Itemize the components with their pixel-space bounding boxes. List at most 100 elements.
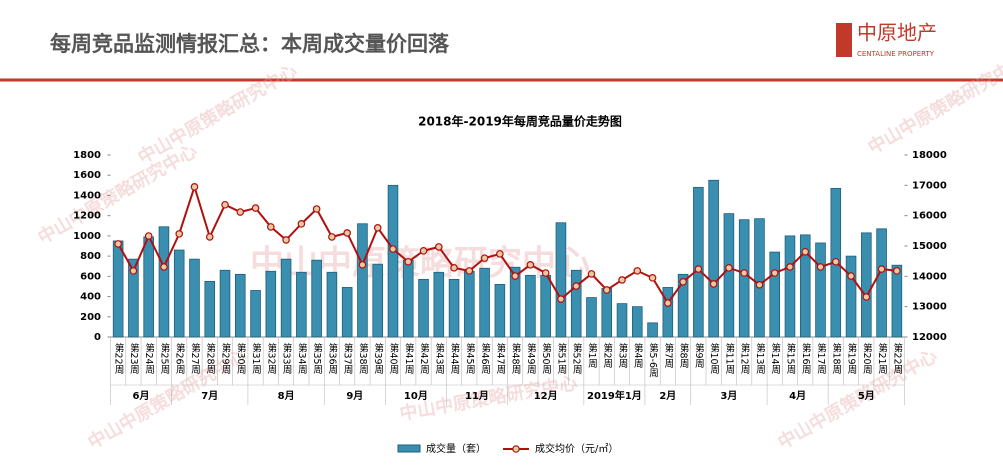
price-point xyxy=(557,295,565,303)
month-label: 3月 xyxy=(720,390,737,402)
y2-tick-label: 18000 xyxy=(912,150,947,161)
bar xyxy=(861,232,872,338)
price-point xyxy=(648,274,657,282)
bar xyxy=(143,236,154,338)
month-label: 6月 xyxy=(133,390,150,402)
y-tick-label: 1600 xyxy=(73,170,101,181)
price-point xyxy=(755,281,764,289)
month-label: 2019年1月 xyxy=(587,389,642,402)
x-tick-label: 第40周 xyxy=(387,342,399,375)
price-point xyxy=(786,263,794,271)
x-tick-label: 第28周 xyxy=(204,342,216,375)
price-point xyxy=(511,272,519,280)
bar xyxy=(372,263,383,338)
logo-icon xyxy=(836,23,852,57)
bar xyxy=(555,222,567,338)
x-tick-label: 第1周 xyxy=(586,342,598,369)
price-line xyxy=(117,183,897,305)
x-tick-label: 第45周 xyxy=(464,342,476,375)
month-label: 11月 xyxy=(465,390,489,402)
y-tick-label: 0 xyxy=(94,332,101,343)
bar xyxy=(418,278,429,338)
bar xyxy=(265,270,277,338)
logo-en: CENTALINE PROPERTY xyxy=(857,50,935,58)
chart-title: 2018年-2019年每周竞品量价走势图 xyxy=(418,114,622,129)
price-point xyxy=(679,277,687,286)
bar xyxy=(616,303,628,338)
x-tick-label: 第44周 xyxy=(449,342,461,375)
bar xyxy=(158,226,170,338)
y-tick-label: 200 xyxy=(80,312,101,323)
x-tick-label: 第24周 xyxy=(143,342,155,375)
y-tick-label: 800 xyxy=(80,251,101,262)
x-tick-label: 第25周 xyxy=(158,342,170,375)
price-point xyxy=(633,267,642,275)
price-point xyxy=(877,265,886,273)
month-label: 2月 xyxy=(659,390,676,402)
price-point xyxy=(175,230,184,238)
month-label: 7月 xyxy=(201,390,218,402)
y2-tick-label: 14000 xyxy=(912,271,947,282)
legend-label: 成交均价（元/㎡） xyxy=(535,442,618,455)
bar xyxy=(128,258,139,338)
bar xyxy=(799,234,811,338)
x-tick-label: 第17周 xyxy=(815,342,827,375)
x-tick-label: 第19周 xyxy=(846,342,858,375)
x-tick-label: 第31周 xyxy=(250,342,262,375)
price-point xyxy=(893,267,901,275)
bar xyxy=(219,269,231,338)
x-tick-label: 第32周 xyxy=(265,342,277,375)
y2-tick-label: 12000 xyxy=(912,332,947,343)
price-point xyxy=(602,286,611,294)
x-tick-label: 第22周 xyxy=(113,342,125,375)
bar xyxy=(876,228,887,338)
price-point xyxy=(709,280,718,288)
price-point xyxy=(358,261,367,269)
logo-cn: 中原地产 xyxy=(857,21,937,45)
price-point xyxy=(267,223,275,231)
price-point xyxy=(205,233,214,241)
x-tick-label: 第9周 xyxy=(693,342,705,369)
y-tick-label: 600 xyxy=(80,271,101,282)
bar xyxy=(311,259,322,338)
x-tick-label: 第2周 xyxy=(601,342,613,369)
y-tick-label: 1000 xyxy=(73,231,101,242)
bar xyxy=(754,218,765,338)
price-point xyxy=(450,264,458,272)
price-point xyxy=(144,232,153,240)
price-point xyxy=(404,257,413,266)
bar xyxy=(586,297,597,338)
bar xyxy=(662,287,674,338)
bar xyxy=(738,219,750,338)
price-point xyxy=(251,204,260,212)
bar xyxy=(280,258,292,338)
x-tick-label: 第29周 xyxy=(220,342,232,375)
bar xyxy=(723,213,735,338)
bar xyxy=(769,251,780,338)
price-point xyxy=(190,183,199,191)
x-tick-label: 第49周 xyxy=(525,342,537,375)
x-tick-label: 第33周 xyxy=(281,342,293,375)
price-point xyxy=(282,236,290,244)
bar xyxy=(204,280,216,338)
price-point xyxy=(831,257,840,266)
price-point xyxy=(770,269,779,277)
bar xyxy=(525,274,536,338)
x-tick-label: 第26周 xyxy=(174,342,186,375)
price-point xyxy=(801,247,810,256)
y2-tick-label: 17000 xyxy=(912,180,947,191)
bar xyxy=(173,249,185,338)
x-tick-label: 第8周 xyxy=(678,342,690,369)
x-tick-label: 第14周 xyxy=(769,342,781,375)
price-point xyxy=(572,282,581,290)
month-label: 4月 xyxy=(789,390,806,402)
x-tick-label: 第16周 xyxy=(800,342,812,375)
month-label: 5月 xyxy=(858,390,875,402)
y2-tick-label: 13000 xyxy=(912,302,947,313)
x-tick-label: 第48周 xyxy=(510,342,522,375)
price-point xyxy=(816,263,825,271)
price-point xyxy=(434,243,443,251)
bar xyxy=(112,240,124,338)
x-tick-label: 第34周 xyxy=(296,342,308,375)
